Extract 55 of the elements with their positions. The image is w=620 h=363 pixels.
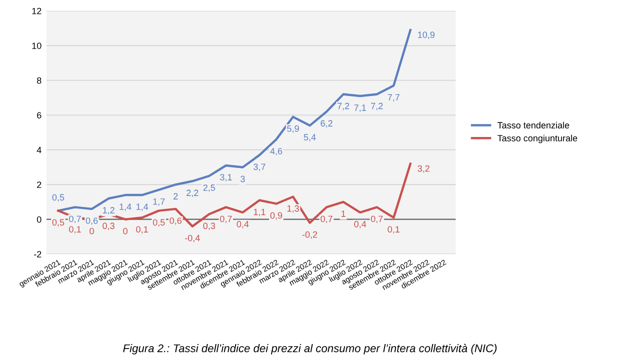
y-tick-label: 6 — [37, 112, 42, 118]
data-label: -0,2 — [302, 231, 318, 239]
data-label: 1,4 — [136, 204, 148, 212]
data-label: 0,5 — [52, 194, 64, 202]
data-label: 7,2 — [338, 102, 350, 110]
data-label: 6,2 — [320, 120, 332, 128]
legend-label: Tasso congiunturale — [497, 134, 578, 144]
data-label: 1,4 — [120, 204, 132, 212]
y-tick-label: 4 — [36, 146, 42, 154]
data-label: 5,4 — [304, 134, 316, 142]
data-label: 0,1 — [136, 226, 148, 234]
y-tick-label: 12 — [32, 8, 42, 14]
data-label: 0,9 — [270, 212, 282, 220]
data-label: 0,4 — [236, 220, 249, 228]
data-label: 0,7 — [220, 216, 232, 224]
data-label: 0,6 — [86, 217, 98, 225]
data-label: 0,3 — [102, 222, 114, 230]
y-tick-label: 8 — [37, 77, 42, 84]
data-label: 0,5 — [52, 219, 64, 227]
text: Figura 2.: Tassi dell’indice dei prezzi al consumo per l’intera collettività (NIC) — [123, 344, 497, 354]
data-label: 0 — [123, 228, 128, 234]
data-label: 3 — [240, 176, 245, 182]
y-tick-label: 10 — [32, 42, 42, 49]
data-label: 7,1 — [354, 104, 366, 112]
data-label: 10,9 — [418, 32, 435, 40]
data-label: 1,3 — [287, 205, 299, 213]
data-label: 0,7 — [370, 216, 383, 224]
data-label: 1 — [342, 210, 346, 217]
data-label: 0,5 — [152, 219, 165, 227]
data-label: 0,1 — [388, 226, 400, 234]
data-label: 0,6 — [170, 217, 182, 225]
data-label: 0,7 — [69, 216, 81, 224]
y-tick-label: -2 — [34, 251, 42, 258]
y-tick-label: 0 — [36, 216, 42, 223]
data-label: 4,6 — [270, 148, 282, 156]
data-label: 0,4 — [354, 220, 366, 228]
data-label: 1,1 — [254, 208, 266, 216]
legend-label: Tasso tendenziale — [497, 122, 570, 128]
data-label: 3,7 — [254, 164, 266, 172]
data-label: 2,5 — [203, 184, 216, 192]
data-label: 5,9 — [287, 125, 299, 133]
data-label: 0 — [90, 228, 94, 234]
data-label: 1,2 — [102, 207, 114, 214]
data-label: 0,3 — [203, 222, 216, 230]
data-label: 0,7 — [320, 216, 332, 224]
data-label: 2 — [174, 193, 178, 200]
data-label: 3,1 — [220, 174, 232, 182]
data-label: 2,2 — [186, 190, 198, 198]
data-label: 3,2 — [418, 165, 430, 173]
data-label: 0,1 — [69, 226, 81, 234]
y-tick-label: 2 — [37, 182, 42, 188]
data-label: 1,7 — [153, 198, 165, 206]
data-label: 7,2 — [371, 102, 383, 110]
data-label: -0,4 — [185, 234, 200, 242]
data-label: 7,7 — [388, 94, 400, 102]
